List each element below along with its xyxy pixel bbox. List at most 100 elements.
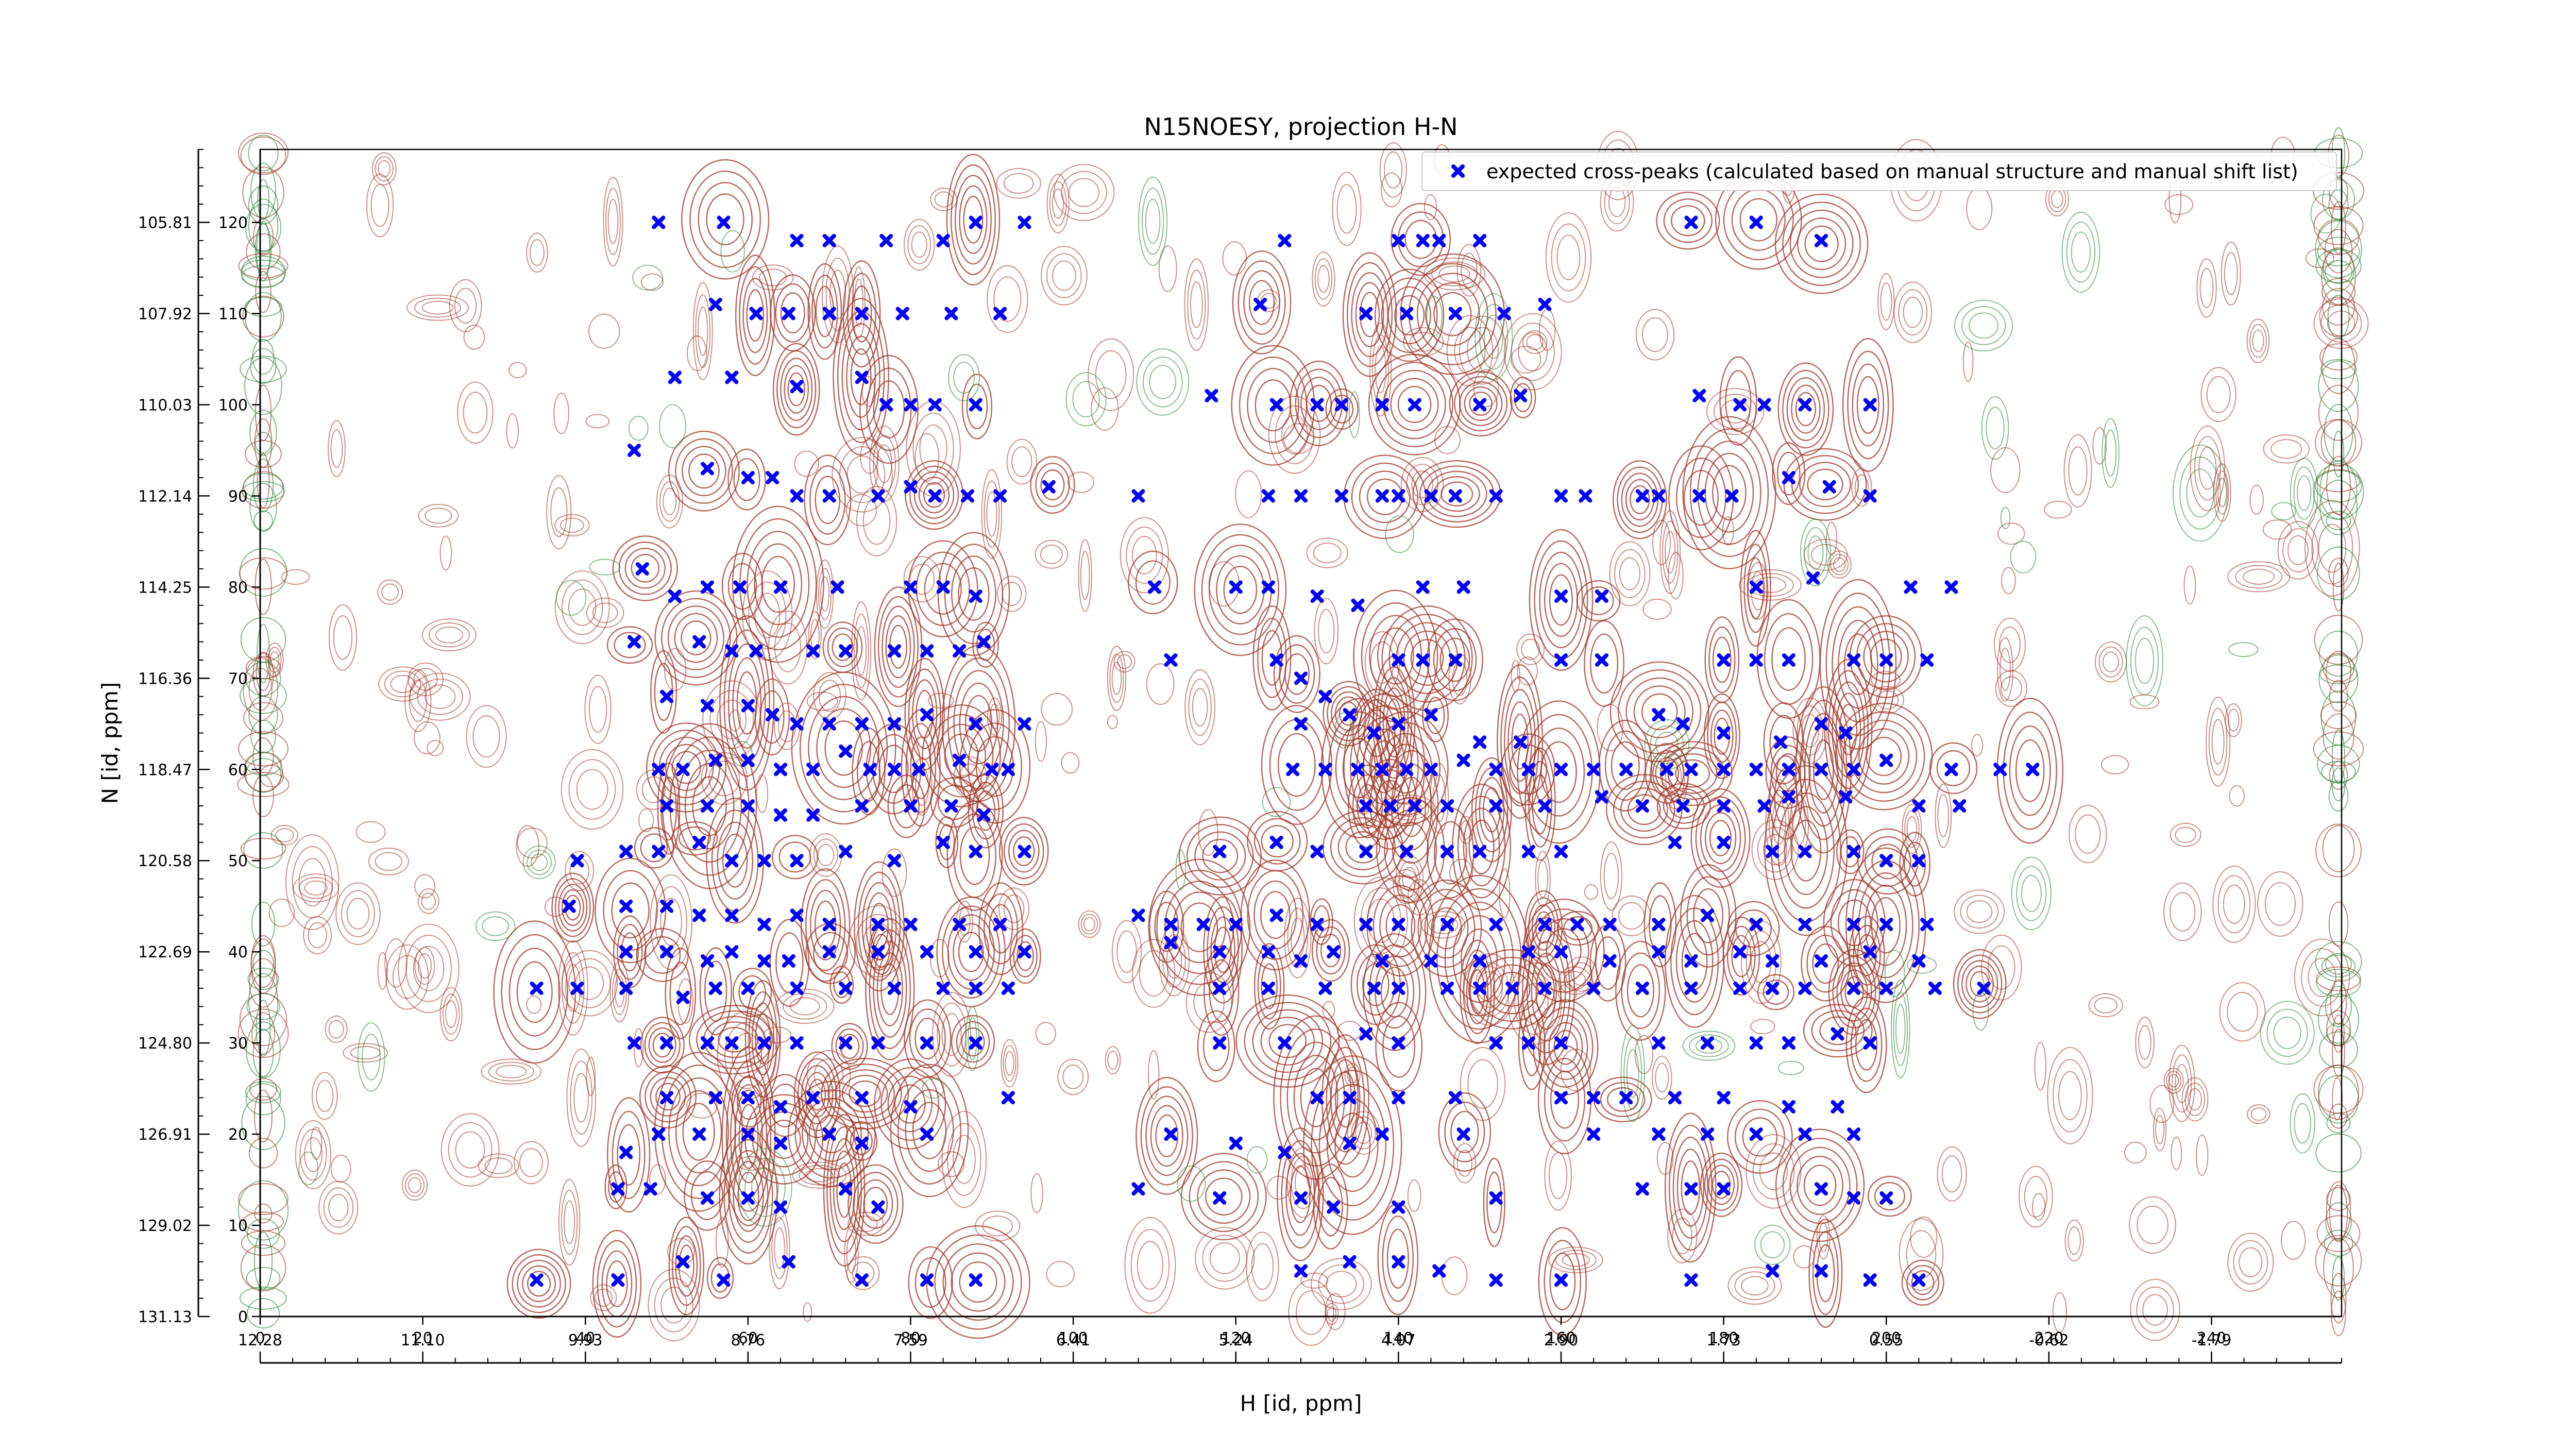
marker-stroke xyxy=(1001,763,1015,777)
contour-ring xyxy=(1565,956,1598,992)
contour-ring xyxy=(1203,896,1243,1004)
marker-stroke xyxy=(643,1182,657,1196)
contour-ring xyxy=(2155,1115,2165,1144)
cross-peak-point xyxy=(969,981,982,995)
contour-ring xyxy=(782,992,827,1020)
contour-ring xyxy=(2330,979,2347,1025)
contour-ring xyxy=(1619,557,1640,590)
contour-ring xyxy=(404,1173,425,1197)
contour-ring xyxy=(767,1120,801,1159)
cross-peak-point xyxy=(700,1191,714,1205)
contour-ring xyxy=(375,156,394,182)
contour-ring xyxy=(1385,515,1414,553)
x-tick-label: 240 xyxy=(2197,1329,2226,1347)
contour-ring xyxy=(592,602,618,623)
contour-ring xyxy=(613,915,647,989)
marker-stroke xyxy=(1392,918,1405,932)
cross-peak-point xyxy=(839,845,853,858)
cross-peak-point xyxy=(806,763,820,777)
contour-ring xyxy=(1545,212,1592,303)
contour-ring xyxy=(1514,383,1532,412)
contour-ring xyxy=(1046,174,1070,233)
contour-ring xyxy=(876,952,903,1027)
contour-ring xyxy=(1390,378,1439,431)
marker-stroke xyxy=(1294,1191,1308,1205)
cross-peak-point xyxy=(1253,297,1267,311)
contour-ring xyxy=(1158,245,1177,292)
contour-ring xyxy=(1792,804,1806,846)
cross-peak-point xyxy=(1912,954,1926,968)
marker-stroke xyxy=(1603,954,1617,968)
contour-ring xyxy=(240,256,286,289)
cross-peak-point xyxy=(1782,1100,1795,1114)
contour-ring xyxy=(1734,1271,1775,1301)
contour-ring xyxy=(2104,429,2117,477)
contour-ring xyxy=(961,374,993,440)
contour-ring xyxy=(1906,816,1918,842)
contour-ring xyxy=(1704,812,1737,865)
cross-peak-point xyxy=(1538,918,1552,932)
contour-ring xyxy=(1316,926,1346,975)
marker-stroke xyxy=(985,763,999,777)
marker-stroke xyxy=(855,1273,869,1287)
contour-ring xyxy=(2134,637,2155,684)
contour-ring xyxy=(856,626,867,676)
contour-ring xyxy=(409,672,471,721)
contour-ring xyxy=(607,198,619,244)
marker-stroke xyxy=(1294,489,1308,503)
contour-ring xyxy=(1355,282,1384,347)
cross-peak-point xyxy=(1416,580,1430,594)
contour-ring xyxy=(1868,1175,1912,1217)
contour-ring xyxy=(2324,260,2353,284)
cross-peak-point xyxy=(741,1091,755,1105)
contour-ring xyxy=(1801,714,1819,748)
marker-stroke xyxy=(1822,480,1836,494)
contour-ring xyxy=(1670,907,1719,1016)
contour-ring xyxy=(2331,767,2346,802)
cross-peak-point xyxy=(1944,580,1958,594)
contour-ring xyxy=(638,808,654,833)
contour-ring xyxy=(488,1061,534,1082)
contour-ring xyxy=(793,1051,841,1138)
contour-ring xyxy=(816,708,871,788)
marker-stroke xyxy=(1757,799,1771,813)
contour-ring xyxy=(1511,345,1541,374)
contour-ring xyxy=(2313,463,2364,520)
contour-ring xyxy=(636,769,671,810)
contour-ring xyxy=(312,1072,338,1120)
contour-ring xyxy=(849,905,908,977)
contour-ring xyxy=(1759,1152,1788,1191)
cross-peak-point xyxy=(1701,1127,1715,1141)
marker-stroke xyxy=(741,1191,755,1205)
cross-peak-point xyxy=(1131,908,1145,922)
contour-ring xyxy=(242,295,284,338)
contour-ring xyxy=(556,580,587,616)
contour-ring xyxy=(1438,265,1470,283)
marker-stroke xyxy=(953,918,967,932)
cross-peak-point xyxy=(1359,1027,1373,1041)
contour-ring xyxy=(1771,627,1806,691)
contour-ring xyxy=(565,851,595,891)
cross-peak-point xyxy=(855,1091,869,1105)
contour-ring xyxy=(2130,627,2159,696)
secondary-y-tick-label: 122.69 xyxy=(138,943,192,961)
marker-stroke xyxy=(725,1036,739,1050)
cross-peak-point xyxy=(1684,1273,1698,1287)
contour-ring xyxy=(1686,876,1730,956)
contour-ring xyxy=(1727,1267,1782,1305)
contour-ring xyxy=(1155,1114,1179,1158)
contour-ring xyxy=(914,1017,941,1059)
contour-ring xyxy=(2270,439,2302,459)
cross-peak-point xyxy=(1798,981,1812,995)
contour-ring xyxy=(794,450,820,477)
cross-peak-point xyxy=(1448,653,1462,667)
contour-ring xyxy=(942,1243,1014,1321)
marker-stroke xyxy=(822,1127,836,1141)
contour-ring xyxy=(1655,731,1679,758)
contour-ring xyxy=(1507,962,1562,1045)
contour-ring xyxy=(1327,1306,1337,1322)
contour-ring xyxy=(2263,434,2310,464)
contour-ring xyxy=(1665,753,1685,802)
marker-stroke xyxy=(1692,389,1706,402)
marker-stroke xyxy=(700,954,714,968)
